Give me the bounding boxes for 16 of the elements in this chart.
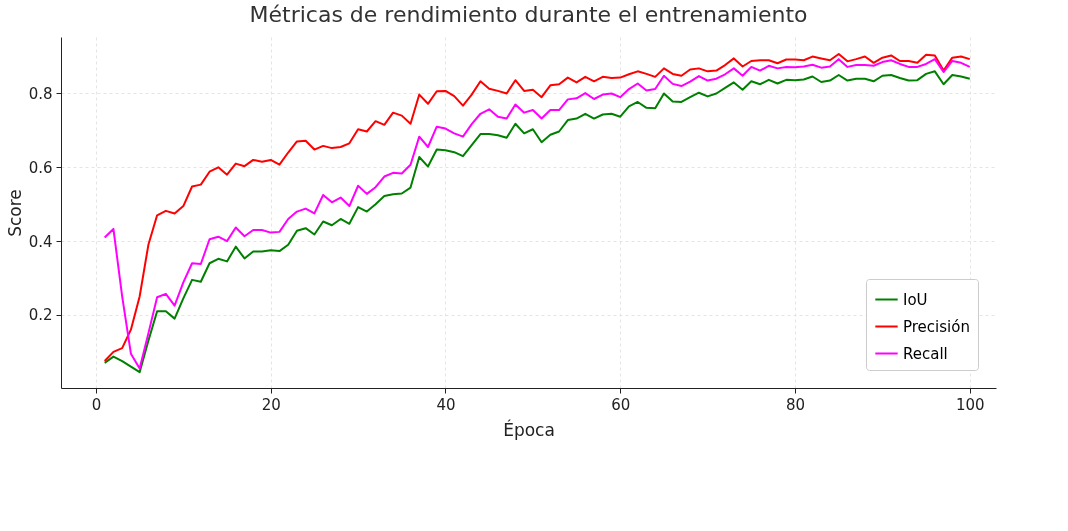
legend-label: IoU [903,290,928,309]
x-tick-label: 60 [611,395,631,414]
x-tick-label: 0 [91,395,102,414]
y-axis-title: Score [4,189,25,237]
y-tick-label: 0.4 [28,232,53,251]
legend-label: Precisión [903,317,970,336]
legend-label: Recall [903,344,948,363]
y-tick-label: 0.8 [28,84,53,103]
x-tick-label: 20 [261,395,281,414]
x-tick-label: 80 [785,395,806,414]
x-tick-label: 100 [955,395,985,414]
chart-title: Métricas de rendimiento durante el entrenamiento [249,2,808,27]
y-tick-label: 0.6 [28,158,53,177]
x-tick-label: 40 [436,395,456,414]
x-axis-title: Época [503,418,555,440]
y-tick-label: 0.2 [28,306,53,325]
